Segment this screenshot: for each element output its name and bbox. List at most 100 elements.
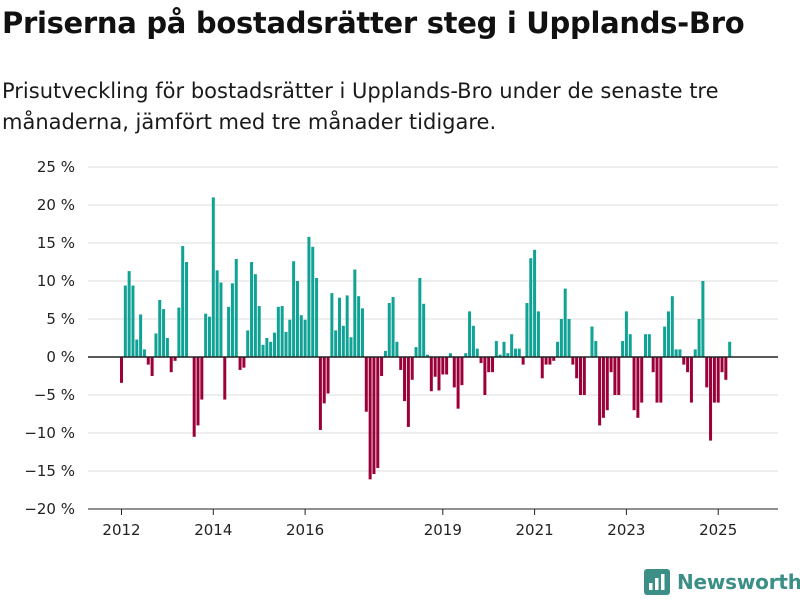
bar xyxy=(644,334,648,357)
bar xyxy=(426,354,429,357)
bar xyxy=(338,297,342,357)
bar xyxy=(494,341,498,357)
y-tick-label: −10 % xyxy=(24,424,75,442)
bar xyxy=(647,334,651,357)
bar xyxy=(162,309,166,357)
bar xyxy=(422,303,426,357)
bar xyxy=(303,319,307,357)
bar xyxy=(479,357,483,364)
bar xyxy=(445,357,449,375)
bar xyxy=(276,306,280,357)
bar xyxy=(628,334,632,357)
bar xyxy=(288,319,292,357)
bar xyxy=(678,349,682,357)
y-tick-label: 10 % xyxy=(37,272,75,290)
bar xyxy=(513,348,517,357)
bar xyxy=(705,357,709,388)
x-tick-label: 2012 xyxy=(102,521,140,539)
bar xyxy=(559,319,563,357)
bar xyxy=(720,357,724,373)
bar xyxy=(395,341,399,357)
bar xyxy=(567,319,571,357)
bar xyxy=(330,293,334,357)
x-tick-label: 2014 xyxy=(194,521,232,539)
bar xyxy=(150,357,154,376)
bar xyxy=(334,330,338,357)
y-tick-label: 25 % xyxy=(37,158,75,176)
bar xyxy=(135,339,139,357)
bar xyxy=(299,315,303,357)
x-tick-label: 2025 xyxy=(699,521,737,539)
bar xyxy=(686,357,690,373)
bar xyxy=(391,296,395,357)
bar xyxy=(295,281,299,357)
bar xyxy=(724,357,728,380)
bar xyxy=(655,357,659,403)
bar xyxy=(693,349,697,357)
bar xyxy=(605,357,609,411)
bar xyxy=(169,357,173,373)
bar xyxy=(311,246,315,357)
bar xyxy=(292,261,296,357)
x-tick-label: 2016 xyxy=(286,521,324,539)
bar xyxy=(601,357,605,418)
bar xyxy=(728,341,732,357)
bar xyxy=(613,357,617,395)
bar xyxy=(196,357,200,426)
bar-chart: 25 % 20 % 15 % 10 % 5 % 0 % −5 % −10 % −15 % −20 … xyxy=(24,0,778,539)
bar xyxy=(621,341,625,357)
bar xyxy=(529,258,533,357)
bar xyxy=(709,357,713,441)
bar xyxy=(242,357,246,368)
bar xyxy=(192,357,196,437)
bar xyxy=(326,357,330,394)
bar xyxy=(471,325,475,357)
bar xyxy=(544,357,548,365)
bar xyxy=(360,308,364,357)
bar xyxy=(506,353,510,357)
y-tick-label: 5 % xyxy=(46,310,75,328)
bar xyxy=(200,357,204,400)
bar xyxy=(273,332,276,357)
bar xyxy=(414,347,418,357)
bar xyxy=(207,316,211,357)
bar xyxy=(571,357,575,365)
bar xyxy=(636,357,640,418)
bar xyxy=(579,357,582,395)
bar xyxy=(238,357,242,370)
chart-subtitle: Prisutveckling för bostadsrätter i Uppla… xyxy=(2,79,719,134)
bar xyxy=(399,357,403,370)
bar xyxy=(349,337,353,357)
bar xyxy=(234,258,238,357)
bar xyxy=(540,357,544,379)
bar xyxy=(437,357,441,391)
bar xyxy=(716,357,720,403)
bar xyxy=(456,357,460,409)
bar xyxy=(575,357,579,379)
bar xyxy=(701,281,705,357)
y-tick-label: 15 % xyxy=(37,234,75,252)
axes: 25 % 20 % 15 % 10 % 5 % 0 % −5 % −10 % −15 % −20 … xyxy=(24,0,778,539)
bar xyxy=(345,295,349,357)
bar xyxy=(510,334,514,357)
bar xyxy=(131,285,135,357)
bar xyxy=(563,288,567,357)
bar xyxy=(418,277,422,357)
bar xyxy=(498,354,502,357)
bar xyxy=(165,338,169,357)
bar xyxy=(548,357,552,365)
bar xyxy=(464,353,468,357)
bar xyxy=(659,357,663,403)
bar xyxy=(127,271,131,357)
bar xyxy=(219,282,223,357)
bar xyxy=(250,262,254,357)
bar xyxy=(261,344,265,357)
bar xyxy=(211,197,215,357)
bar xyxy=(146,357,150,365)
bar xyxy=(556,341,560,357)
bar xyxy=(582,357,586,395)
bar xyxy=(697,319,701,357)
bar xyxy=(491,357,495,373)
bar xyxy=(674,349,678,357)
bar xyxy=(185,262,189,357)
